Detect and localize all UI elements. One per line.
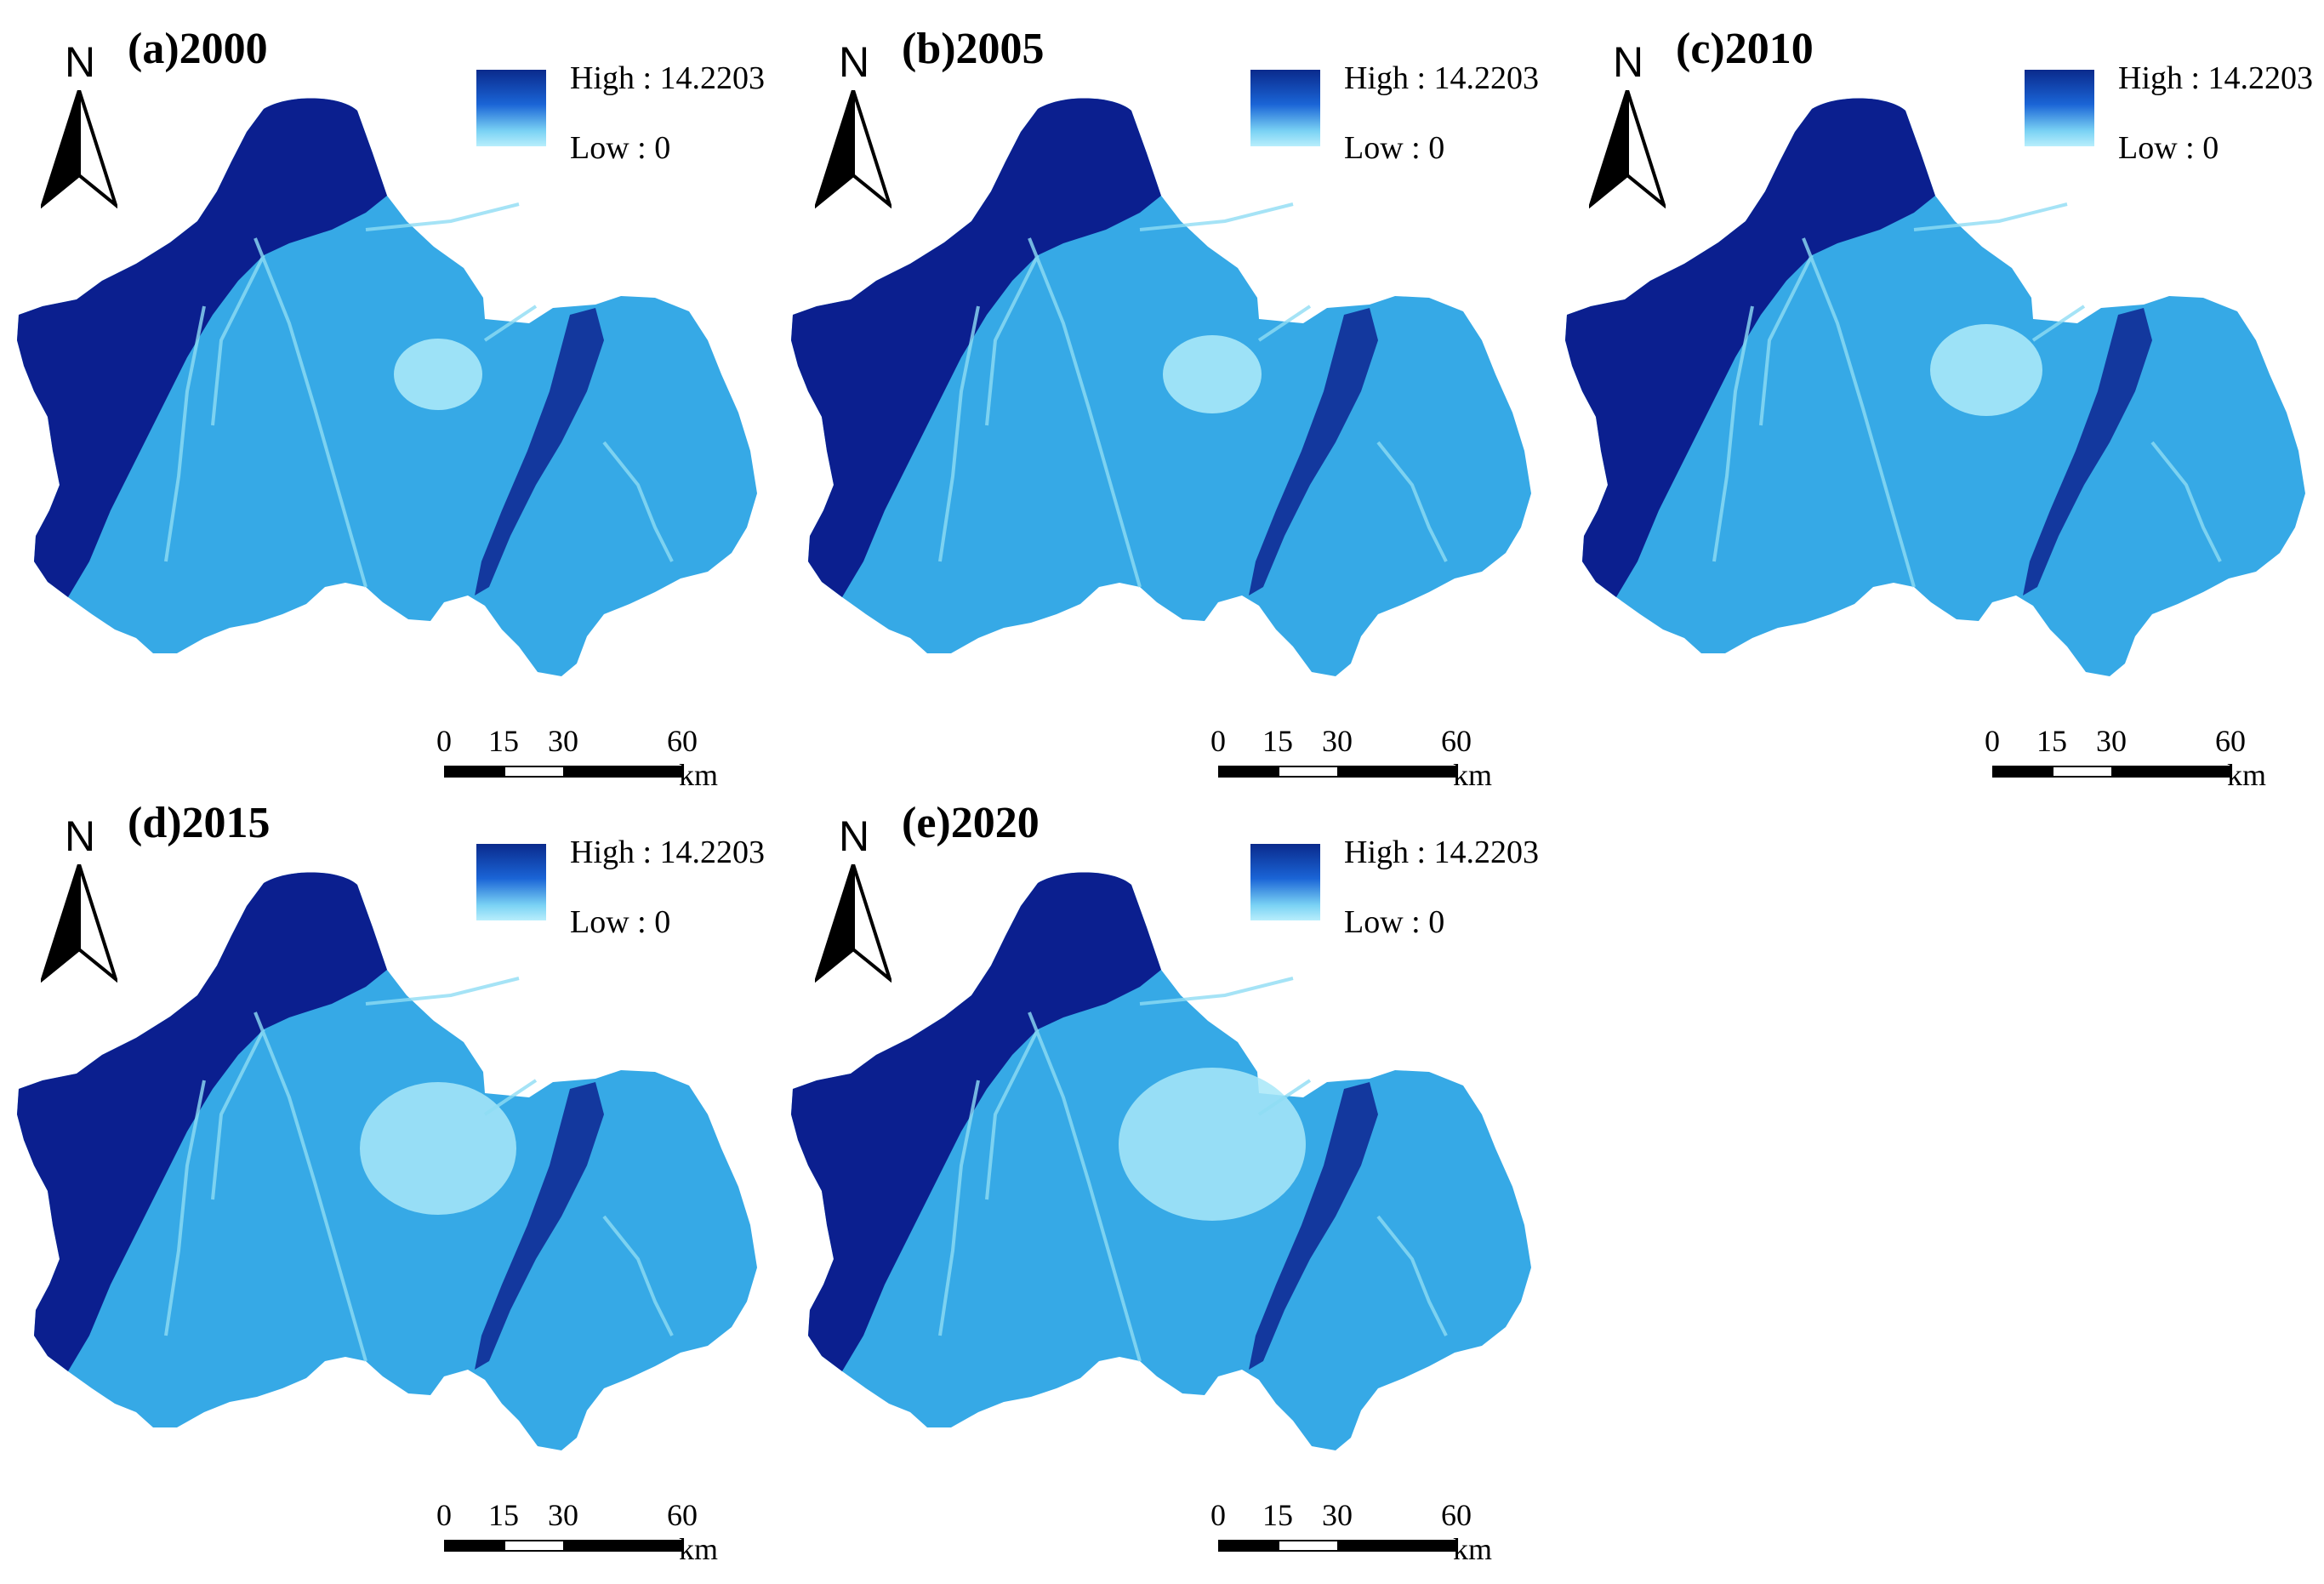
scale-tick: 30: [548, 1498, 578, 1532]
north-arrow-icon: [815, 864, 891, 983]
scale-bar: 0 15 30 60 km: [425, 1497, 783, 1566]
map-panel-2005: (b)2005 N High : 14.2203 Low : 0 0 15 30…: [783, 9, 1557, 792]
map-panel-2020: (e)2020 N High : 14.2203 Low : 0 0 15 30…: [783, 783, 1557, 1566]
scale-tick: 15: [1262, 1498, 1293, 1532]
scale-unit: km: [679, 1532, 719, 1566]
scale-tick: 0: [436, 724, 452, 758]
north-arrow-icon: [1589, 90, 1666, 209]
scale-tick: 30: [548, 724, 578, 758]
region-map: [1565, 98, 2305, 676]
scale-tick: 15: [1262, 724, 1293, 758]
panel-title: (e)2020: [902, 799, 1040, 847]
scale-bar: 0 15 30 60 km: [1199, 723, 1557, 792]
legend-low-label: Low : 0: [1344, 130, 1445, 166]
legend: High : 14.2203 Low : 0: [2025, 60, 2324, 166]
map-panel-2015: (d)2015 N High : 14.2203 Low : 0 0 15 30…: [9, 783, 783, 1566]
scale-unit: km: [2227, 758, 2267, 792]
legend: High : 14.2203 Low : 0: [1250, 60, 1557, 166]
north-arrow-icon: [41, 90, 117, 209]
urban-core: [360, 1082, 516, 1215]
urban-core: [1930, 324, 2042, 416]
urban-core: [1119, 1068, 1306, 1221]
legend-low-label: Low : 0: [2118, 130, 2219, 166]
scale-bar: 0 15 30 60 km: [1199, 1497, 1557, 1566]
legend-color-ramp: [1250, 844, 1320, 920]
region-map: [17, 872, 757, 1450]
scale-tick: 0: [436, 1498, 452, 1532]
north-label: N: [65, 38, 96, 86]
map-panel-2010: (c)2010 N High : 14.2203 Low : 0 0 15 30…: [1557, 9, 2324, 792]
legend: High : 14.2203 Low : 0: [476, 834, 783, 940]
north-arrow-icon: [41, 864, 117, 983]
panel-title: (d)2015: [128, 799, 271, 847]
scale-tick: 60: [667, 724, 698, 758]
scale-tick: 60: [1441, 1498, 1472, 1532]
scale-tick: 30: [1322, 724, 1353, 758]
legend: High : 14.2203 Low : 0: [476, 60, 783, 166]
scale-tick: 60: [667, 1498, 698, 1532]
map-panel-2000: (a)2000 N High : 14.2203 Low : 0 0 15 30…: [9, 9, 783, 792]
scale-bar: 0 15 30 60 km: [425, 723, 783, 792]
urban-core: [1163, 335, 1262, 413]
legend-color-ramp: [476, 70, 546, 146]
panel-title: (b)2005: [902, 25, 1045, 73]
legend-high-label: High : 14.2203: [1344, 835, 1540, 870]
legend-color-ramp: [476, 844, 546, 920]
legend: High : 14.2203 Low : 0: [1250, 834, 1557, 940]
scale-unit: km: [1453, 758, 1493, 792]
north-arrow-icon: [815, 90, 891, 209]
north-label: N: [1613, 38, 1644, 86]
region-map: [17, 98, 757, 676]
scale-unit: km: [1453, 1532, 1493, 1566]
scale-tick: 0: [1210, 1498, 1226, 1532]
legend-high-label: High : 14.2203: [2118, 60, 2314, 96]
panel-title: (c)2010: [1676, 25, 1814, 73]
north-label: N: [839, 38, 870, 86]
legend-high-label: High : 14.2203: [570, 835, 766, 870]
legend-color-ramp: [1250, 70, 1320, 146]
north-label: N: [65, 812, 96, 860]
scale-tick: 15: [488, 1498, 519, 1532]
scale-tick: 0: [1985, 724, 2000, 758]
urban-core: [394, 339, 482, 410]
scale-unit: km: [679, 758, 719, 792]
scale-tick: 15: [488, 724, 519, 758]
panel-title: (a)2000: [128, 25, 268, 73]
scale-tick: 60: [2215, 724, 2246, 758]
legend-low-label: Low : 0: [1344, 904, 1445, 940]
scale-tick: 15: [2036, 724, 2067, 758]
north-label: N: [839, 812, 870, 860]
legend-high-label: High : 14.2203: [570, 60, 766, 96]
scale-tick: 60: [1441, 724, 1472, 758]
legend-low-label: Low : 0: [570, 904, 671, 940]
region-map: [791, 98, 1531, 676]
scale-tick: 30: [1322, 1498, 1353, 1532]
scale-tick: 30: [2096, 724, 2127, 758]
scale-tick: 0: [1210, 724, 1226, 758]
legend-high-label: High : 14.2203: [1344, 60, 1540, 96]
region-map: [791, 872, 1531, 1450]
legend-low-label: Low : 0: [570, 130, 671, 166]
scale-bar: 0 15 30 60 km: [1974, 723, 2324, 792]
legend-color-ramp: [2025, 70, 2094, 146]
